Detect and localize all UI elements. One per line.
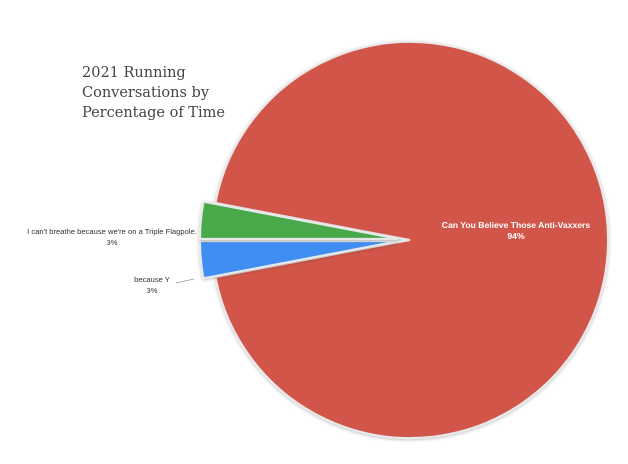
pie-slice-label-3: I can't breathe because we're on a Tripl…: [27, 227, 197, 236]
chart-title-line-3: Percentage of Time: [82, 105, 225, 121]
pie-slice-label-2: because Y: [134, 275, 170, 284]
pie-slice-value-3: 3%: [107, 238, 118, 247]
pie-slice-label-1: Can You Believe Those Anti-Vaxxers: [442, 220, 591, 230]
pie-slice-1: [214, 41, 609, 439]
pie-slice-value-1: 94%: [507, 231, 525, 241]
pie-slices: [199, 41, 609, 439]
chart-title-line-1: 2021 Running: [82, 65, 186, 81]
chart-title-line-2: Conversations by: [82, 85, 210, 101]
pie-slice-value-2: 3%: [147, 286, 158, 295]
pie-leader-line-2: [175, 278, 195, 284]
pie-slice-2: [199, 240, 399, 280]
pie-slice-3: [199, 200, 399, 240]
